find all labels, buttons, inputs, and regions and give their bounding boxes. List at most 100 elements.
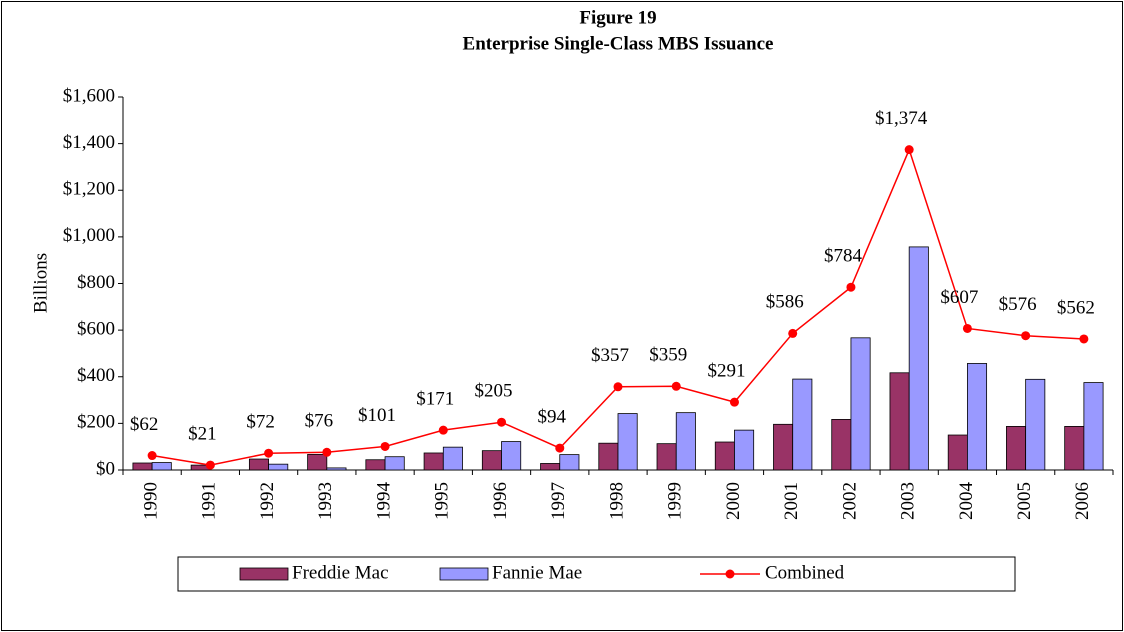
bar: [598, 442, 619, 471]
data-label: $101: [358, 405, 396, 426]
y-tick-label: $800: [77, 272, 115, 293]
chart-subtitle: Enterprise Single-Class MBS Issuance: [463, 33, 774, 54]
line-marker: [904, 145, 914, 155]
y-axis-label: Billions: [30, 253, 51, 313]
x-tick-label: 1999: [665, 482, 686, 520]
bar: [734, 429, 755, 471]
x-tick-label: 1998: [606, 482, 627, 520]
data-label: $576: [999, 294, 1037, 315]
line-marker: [380, 441, 390, 451]
x-tick-label: 1996: [490, 482, 511, 520]
bar: [967, 363, 988, 471]
line-marker: [671, 381, 681, 391]
bar: [423, 452, 444, 471]
bar: [947, 434, 968, 471]
bar: [268, 463, 289, 471]
y-tick-label: $600: [77, 318, 115, 339]
bar: [326, 467, 347, 471]
x-tick-label: 1990: [140, 482, 161, 520]
line-marker: [147, 451, 157, 461]
data-label: $784: [824, 246, 863, 267]
line-marker: [962, 323, 972, 333]
data-label: $359: [649, 345, 687, 366]
line-marker: [613, 382, 623, 392]
bar: [365, 459, 386, 471]
legend-swatch: [439, 567, 489, 581]
line-marker: [729, 397, 739, 407]
bar: [908, 246, 929, 471]
data-label: $1,374: [875, 108, 928, 129]
legend-swatch: [239, 567, 289, 581]
x-tick-label: 1992: [257, 482, 278, 520]
bar: [540, 463, 561, 471]
line-marker: [1021, 331, 1031, 341]
y-tick-label: $0: [96, 458, 115, 479]
bar: [307, 453, 328, 471]
bar: [1083, 382, 1104, 471]
bar: [481, 450, 502, 471]
bar: [442, 446, 463, 471]
line-marker: [205, 460, 215, 470]
bar: [384, 456, 405, 471]
bar: [850, 337, 871, 471]
data-label: $62: [130, 414, 159, 435]
bar: [792, 378, 813, 471]
x-tick-label: 2004: [956, 482, 977, 521]
x-tick-label: 2005: [1014, 482, 1035, 520]
data-label: $72: [246, 412, 275, 433]
bar: [248, 458, 269, 471]
line-marker: [438, 425, 448, 435]
chart-title: Figure 19: [579, 7, 656, 28]
bar: [675, 412, 696, 471]
y-tick-label: $400: [77, 365, 115, 386]
data-label: $562: [1057, 297, 1095, 318]
data-label: $21: [188, 423, 217, 444]
bar: [617, 413, 638, 471]
y-tick-label: $1,000: [63, 225, 115, 246]
x-tick-label: 2006: [1072, 482, 1093, 520]
x-tick-label: 1994: [373, 482, 394, 521]
bar: [889, 372, 910, 471]
data-label: $291: [707, 361, 745, 382]
line-marker: [846, 282, 856, 292]
line-marker: [322, 447, 332, 457]
legend-label: Combined: [765, 562, 845, 583]
bar: [773, 423, 794, 471]
x-tick-label: 2000: [723, 482, 744, 520]
bar: [1025, 378, 1046, 471]
data-label: $171: [416, 388, 454, 409]
data-label: $76: [305, 411, 334, 432]
bar: [831, 419, 852, 471]
data-label: $357: [591, 345, 629, 366]
bar: [714, 441, 735, 471]
line-marker: [1079, 334, 1089, 344]
bar: [656, 443, 677, 471]
line-marker: [497, 417, 507, 427]
data-label: $607: [940, 287, 978, 308]
y-tick-label: $200: [77, 412, 115, 433]
x-tick-label: 1993: [315, 482, 336, 520]
x-tick-label: 1995: [432, 482, 453, 520]
x-tick-label: 1997: [548, 482, 569, 520]
data-label: $205: [475, 381, 513, 402]
bar: [151, 462, 172, 471]
line-marker: [788, 328, 798, 338]
bar: [501, 441, 522, 471]
x-tick-label: 2001: [781, 482, 802, 520]
y-tick-label: $1,600: [63, 85, 115, 106]
data-label: $586: [766, 292, 804, 313]
line-marker: [264, 448, 274, 458]
bar: [1064, 426, 1085, 471]
legend-box: [177, 556, 1016, 592]
bar: [1006, 426, 1027, 471]
data-label: $94: [538, 406, 567, 427]
legend-label: Freddie Mac: [292, 562, 389, 583]
bar: [559, 454, 580, 471]
line-marker: [555, 443, 565, 453]
x-tick-label: 1991: [199, 482, 220, 520]
y-tick-label: $1,400: [63, 132, 115, 153]
x-tick-label: 2003: [898, 482, 919, 520]
